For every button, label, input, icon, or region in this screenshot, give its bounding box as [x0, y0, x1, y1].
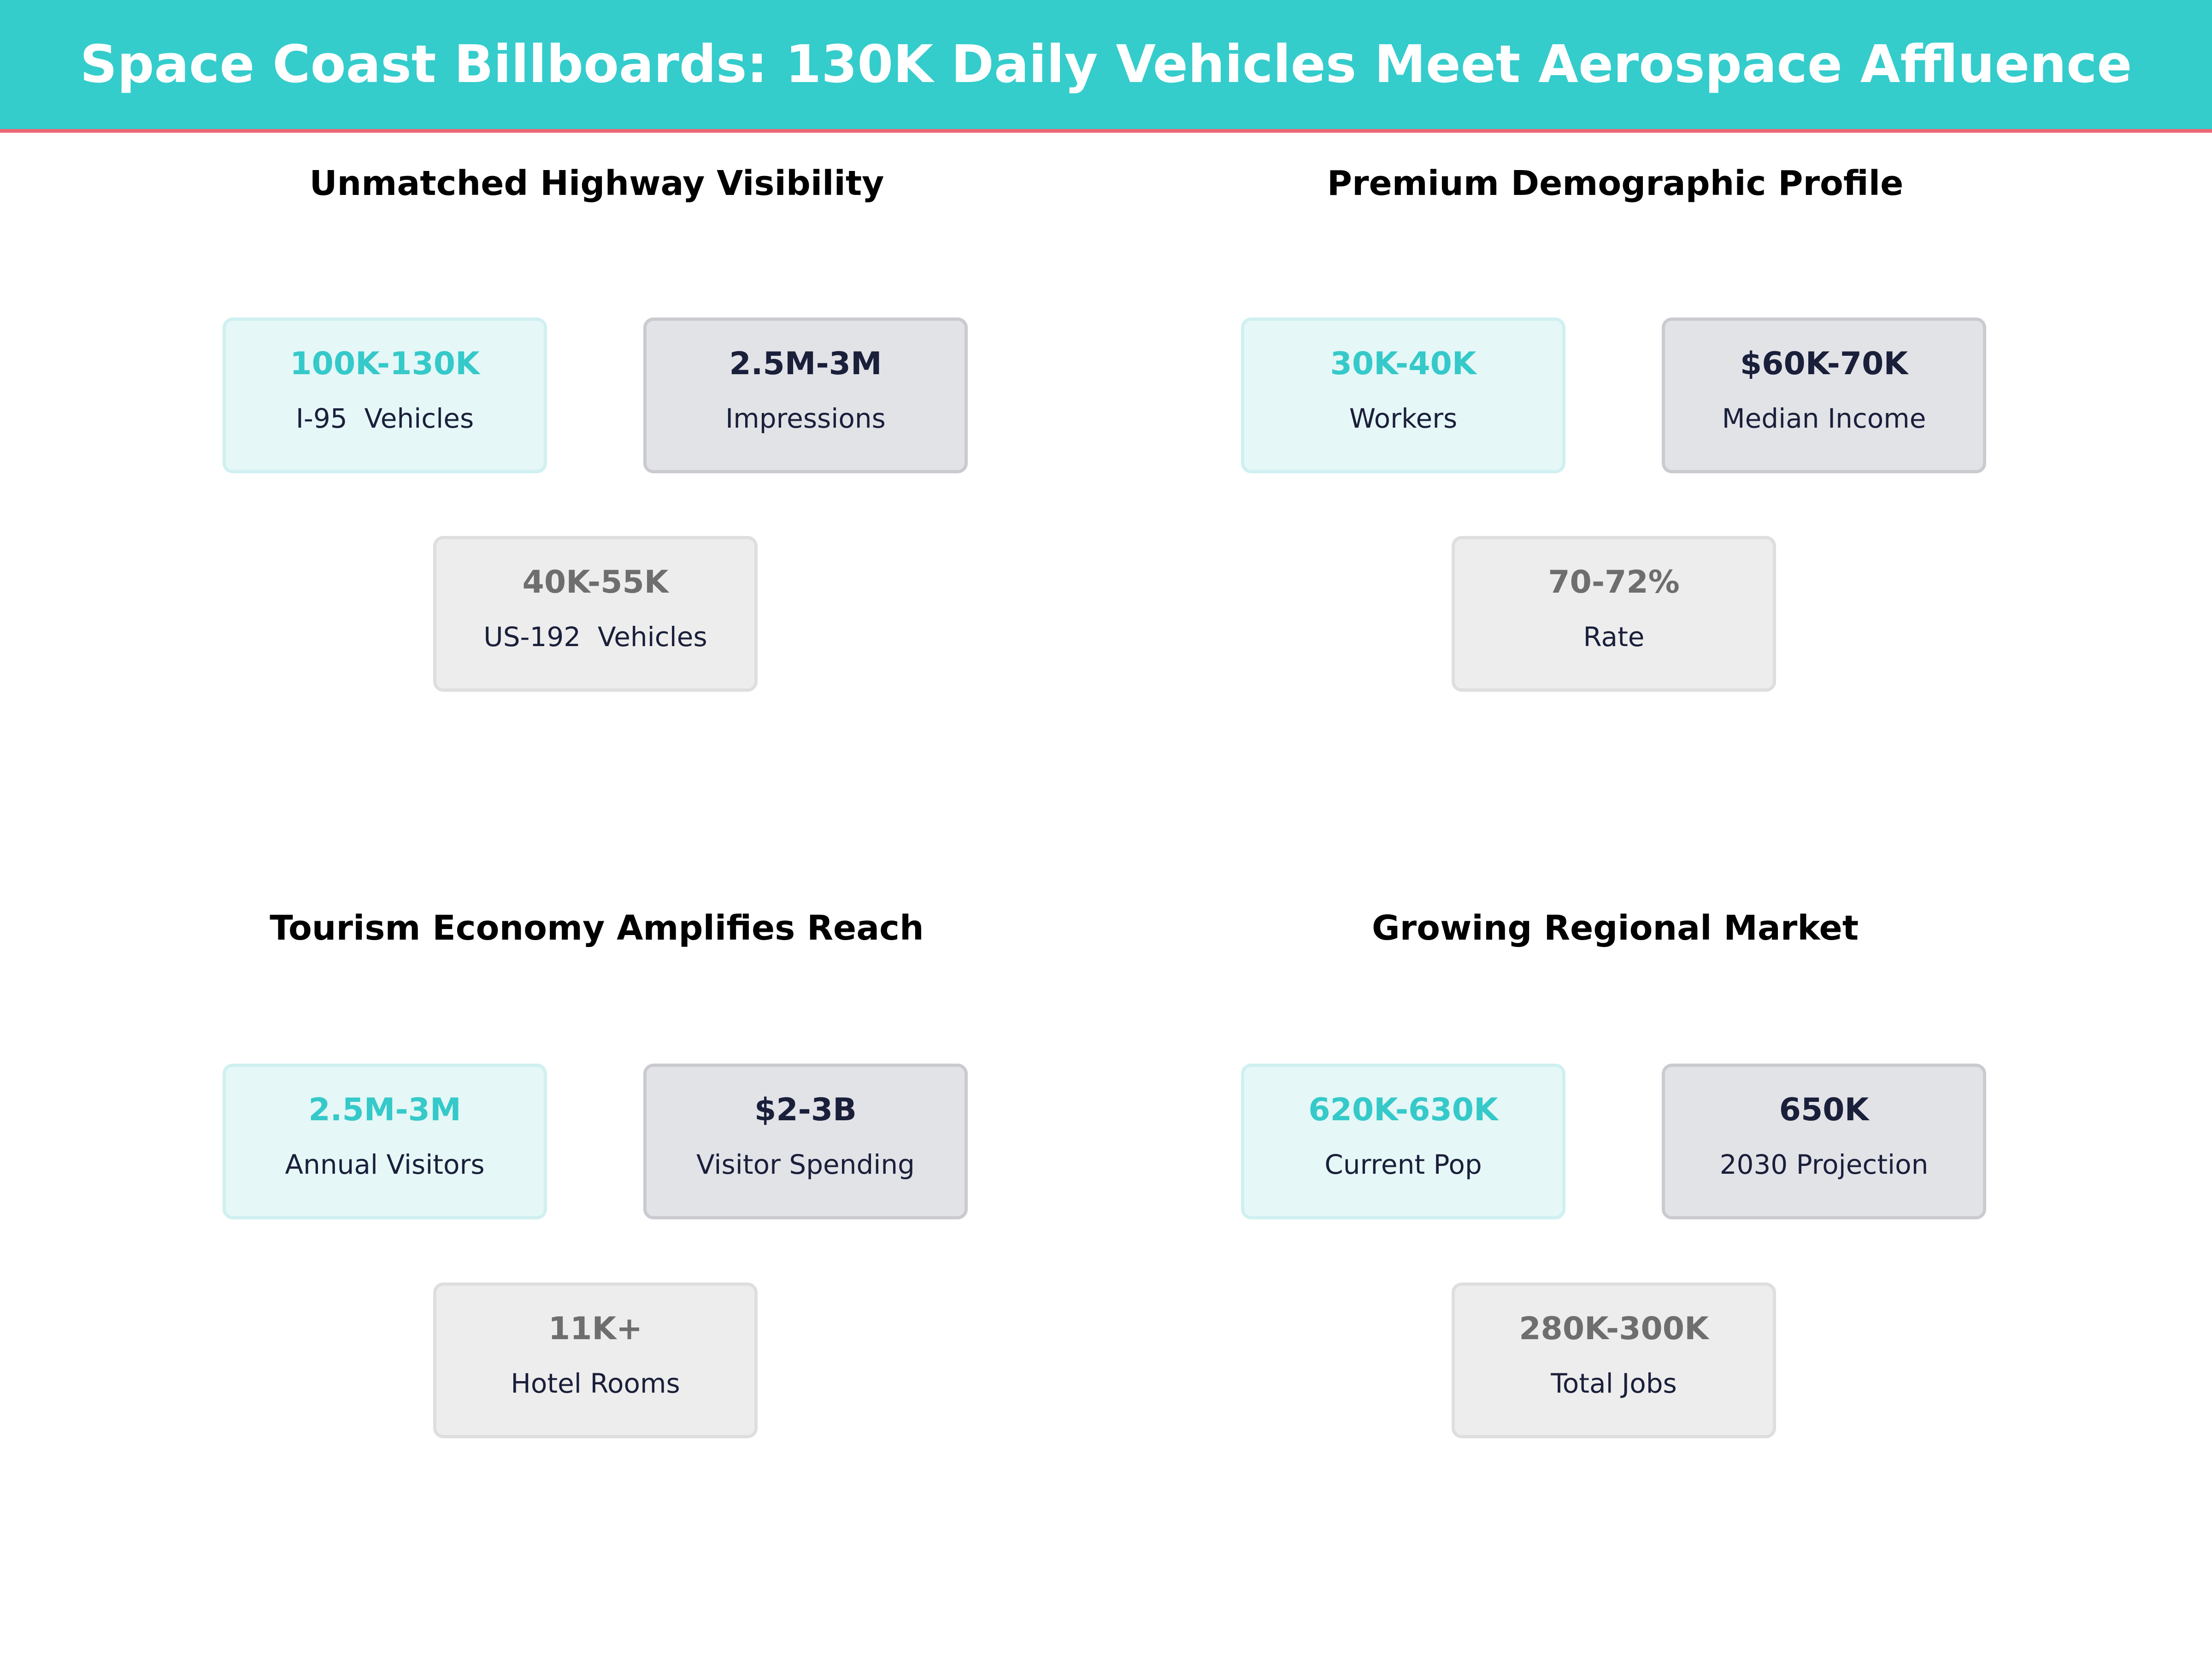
metric-label: US-192 Vehicles [483, 621, 707, 653]
metric-value: 30K-40K [1330, 346, 1477, 382]
metric-value: 280K-300K [1519, 1311, 1709, 1347]
metric-label: Visitor Spending [696, 1149, 915, 1180]
metric-card: 11K+ Hotel Rooms [433, 1282, 758, 1438]
metric-card: 280K-300K Total Jobs [1452, 1282, 1776, 1438]
metric-card: 620K-630K Current Pop [1241, 1064, 1565, 1219]
metric-label: Workers [1349, 403, 1458, 434]
metric-value: 100K-130K [290, 346, 480, 382]
metric-label: Total Jobs [1551, 1368, 1677, 1399]
metric-label: Hotel Rooms [511, 1368, 680, 1399]
metric-value: 11K+ [548, 1311, 643, 1347]
metric-value: $2-3B [754, 1092, 857, 1128]
metric-card: 2.5M-3M Annual Visitors [223, 1064, 547, 1219]
metric-card: 70-72% Rate [1452, 536, 1776, 692]
metric-card: 30K-40K Workers [1241, 318, 1565, 473]
section-title: Growing Regional Market [1371, 908, 1859, 948]
metric-label: Current Pop [1324, 1149, 1482, 1180]
metric-value: 70-72% [1548, 564, 1680, 600]
metric-card: 650K 2030 Projection [1662, 1064, 1986, 1219]
metric-label: Median Income [1722, 403, 1926, 434]
metric-card: 100K-130K I-95 Vehicles [223, 318, 547, 473]
section-title: Premium Demographic Profile [1327, 164, 1904, 203]
metric-card: 40K-55K US-192 Vehicles [433, 536, 758, 692]
metric-card: $2-3B Visitor Spending [643, 1064, 968, 1219]
metric-label: 2030 Projection [1719, 1149, 1929, 1180]
section-title: Unmatched Highway Visibility [309, 164, 884, 203]
metric-value: 650K [1779, 1092, 1869, 1128]
metric-label: Impressions [725, 403, 886, 434]
metric-label: Annual Visitors [285, 1149, 485, 1180]
metric-label: Rate [1583, 621, 1645, 653]
metric-label: I-95 Vehicles [295, 403, 474, 434]
header-banner: Space Coast Billboards: 130K Daily Vehic… [0, 0, 2212, 133]
metric-card: $60K-70K Median Income [1662, 318, 1986, 473]
metric-value: $60K-70K [1740, 346, 1908, 382]
page-title: Space Coast Billboards: 130K Daily Vehic… [80, 35, 2132, 94]
metric-value: 40K-55K [522, 564, 669, 600]
section-title: Tourism Economy Amplifies Reach [270, 908, 924, 948]
metric-value: 2.5M-3M [729, 346, 882, 382]
metric-card: 2.5M-3M Impressions [643, 318, 968, 473]
metric-value: 620K-630K [1308, 1092, 1498, 1128]
metric-value: 2.5M-3M [308, 1092, 461, 1128]
